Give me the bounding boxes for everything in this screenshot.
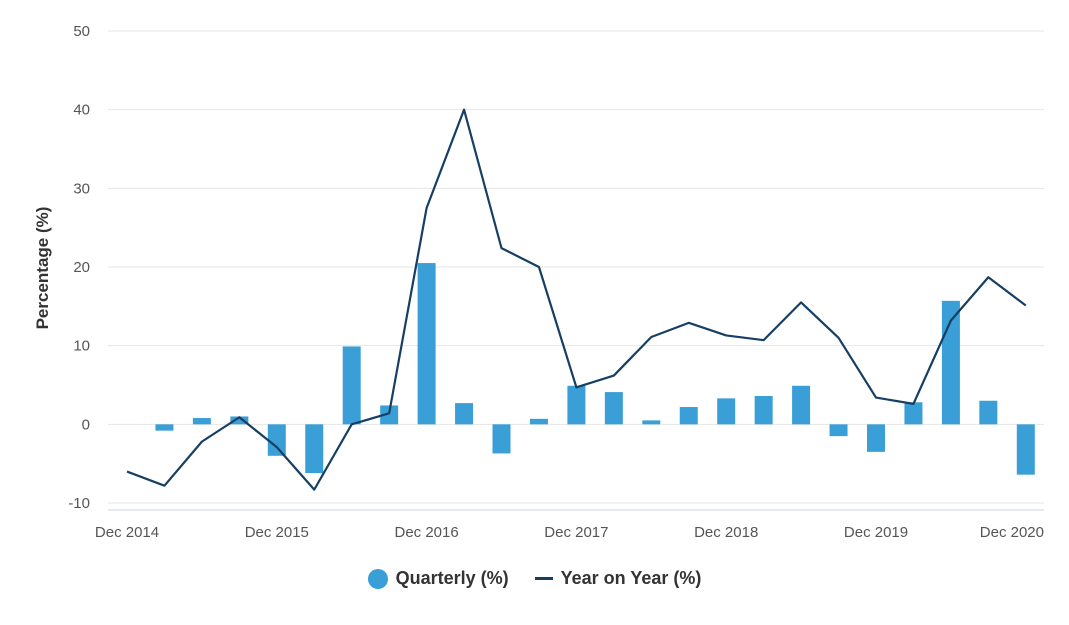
legend-line-icon <box>534 577 553 580</box>
quarterly-bar[interactable] <box>380 405 399 425</box>
year-on-year-line-group <box>126 108 1027 491</box>
quarterly-bar[interactable] <box>829 424 848 437</box>
x-tick-label: Dec 2019 <box>844 524 908 541</box>
legend-dot-icon <box>367 568 388 589</box>
legend-label-year-on-year: Year on Year (%) <box>560 568 702 588</box>
quarterly-bar[interactable] <box>267 424 286 456</box>
y-tick-label: 30 <box>73 180 90 197</box>
quarterly-bars <box>155 263 1035 475</box>
quarterly-bar[interactable] <box>192 418 211 425</box>
legend-label-quarterly: Quarterly (%) <box>395 568 509 588</box>
quarterly-bar[interactable] <box>979 400 998 425</box>
x-tick-label: Dec 2016 <box>394 524 458 541</box>
y-tick-label: 20 <box>73 259 90 276</box>
y-tick-label: 0 <box>82 416 90 433</box>
quarterly-bar[interactable] <box>455 403 474 425</box>
quarterly-bar[interactable] <box>342 346 361 425</box>
quarterly-bar[interactable] <box>230 416 249 425</box>
quarterly-bar[interactable] <box>492 424 511 454</box>
quarterly-bar[interactable] <box>155 424 174 431</box>
quarterly-bar[interactable] <box>604 392 623 425</box>
x-tick-label: Dec 2015 <box>245 524 309 541</box>
y-axis-title: Percentage (%) <box>33 207 52 330</box>
quarterly-bar[interactable] <box>867 424 885 452</box>
x-axis-ticks: Dec 2014 Dec 2015 Dec 2016 Dec 2017 Dec 2018… <box>95 524 1044 541</box>
legend-item-quarterly[interactable]: Quarterly (%) <box>367 568 509 589</box>
quarterly-bar[interactable] <box>717 398 736 425</box>
gridlines <box>108 30 1044 511</box>
y-tick-label: 10 <box>73 338 90 355</box>
quarterly-bar[interactable] <box>904 402 923 425</box>
x-tick-label: Dec 2020 <box>980 524 1044 541</box>
quarterly-bar[interactable] <box>754 396 773 425</box>
quarterly-bar[interactable] <box>792 385 811 425</box>
year-on-year-line[interactable] <box>126 108 1027 491</box>
y-tick-label: 50 <box>73 23 90 40</box>
legend: Quarterly (%) Year on Year (%) <box>0 568 1069 589</box>
quarterly-bar[interactable] <box>642 420 661 425</box>
legend-item-year-on-year[interactable]: Year on Year (%) <box>534 568 702 589</box>
quarterly-bar[interactable] <box>679 407 698 425</box>
y-tick-label: -10 <box>68 495 90 512</box>
quarterly-bar[interactable] <box>529 418 548 425</box>
y-tick-label: 40 <box>73 102 90 119</box>
x-tick-label: Dec 2014 <box>95 524 159 541</box>
quarterly-bar[interactable] <box>567 385 586 425</box>
quarterly-bar[interactable] <box>1016 424 1035 475</box>
y-axis-ticks: -10 0 10 20 30 40 50 <box>68 23 90 512</box>
quarterly-bar[interactable] <box>417 263 436 425</box>
x-tick-label: Dec 2018 <box>694 524 758 541</box>
quarterly-bar[interactable] <box>305 424 324 474</box>
x-tick-label: Dec 2017 <box>544 524 608 541</box>
